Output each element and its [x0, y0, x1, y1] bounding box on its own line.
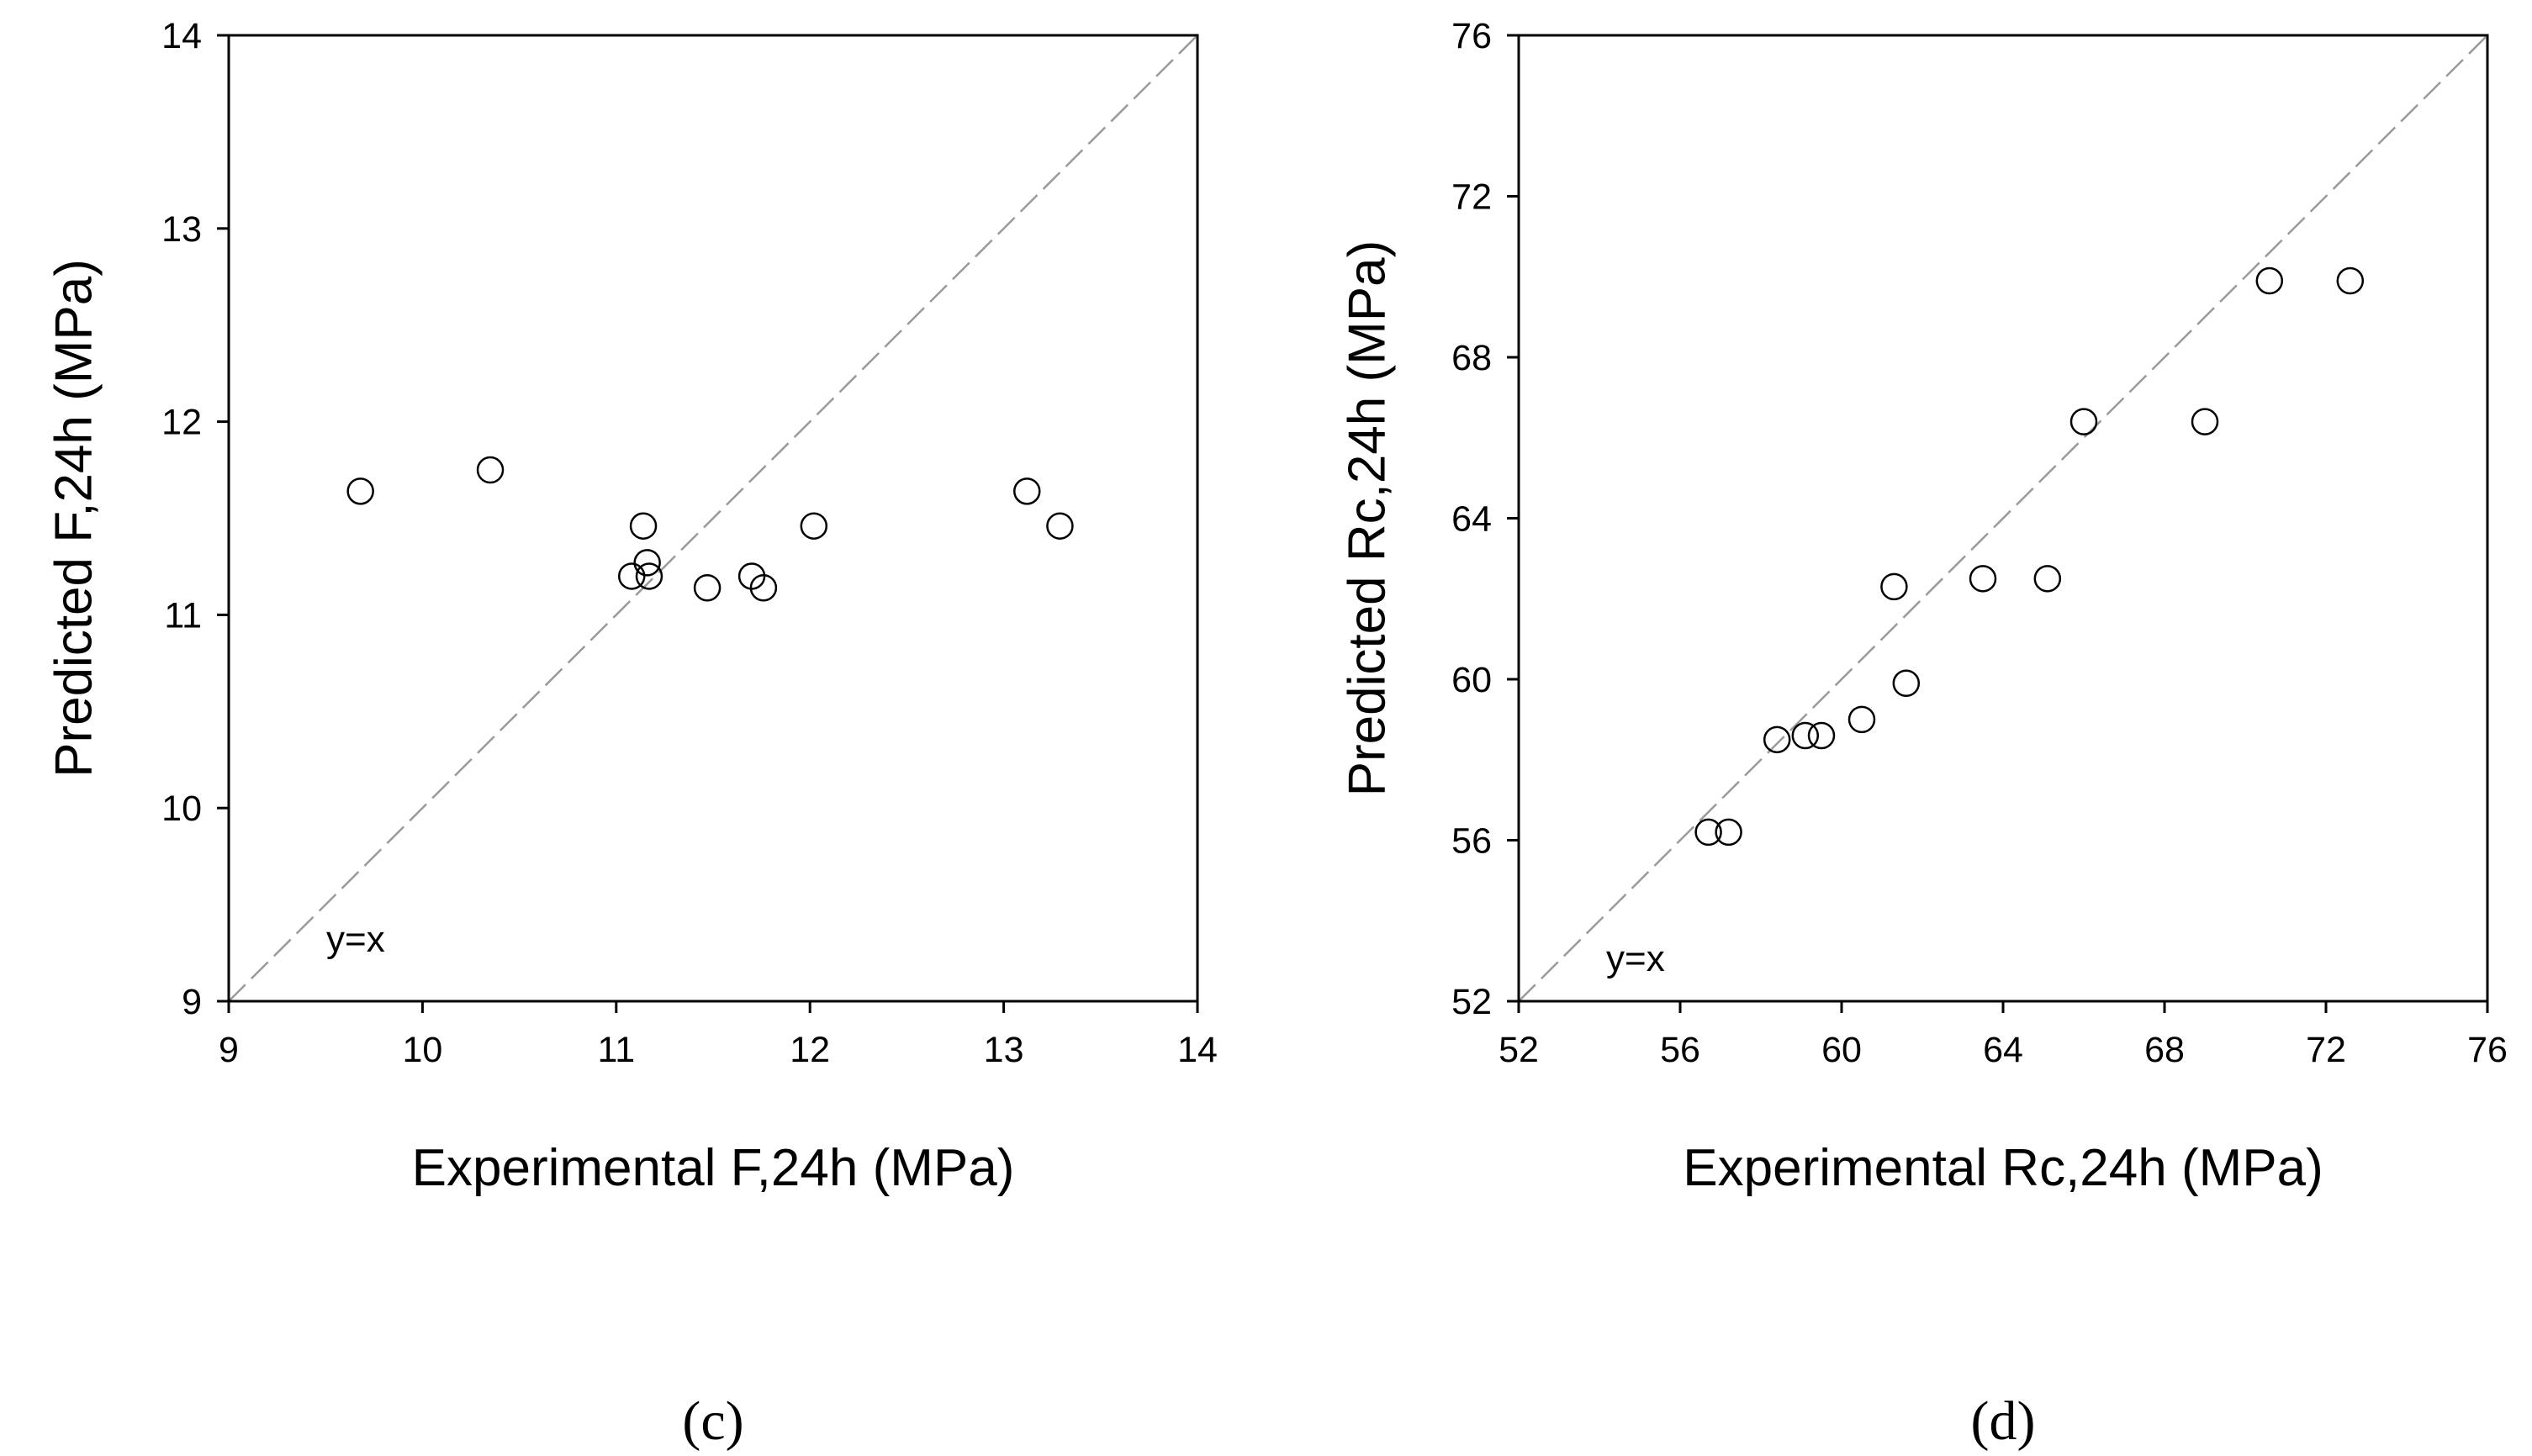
x-tick-label: 12 [790, 1030, 830, 1070]
data-point [1791, 721, 1820, 750]
data-point [1892, 669, 1921, 698]
data-point [749, 573, 778, 602]
y-tick-label: 12 [161, 403, 202, 443]
data-point [617, 562, 646, 590]
data-point [633, 549, 661, 577]
y-tick-label: 60 [1451, 660, 1492, 700]
reference-line-annotation: y=x [1606, 938, 1665, 979]
x-axis-label: Experimental F,24h (MPa) [412, 1139, 1015, 1197]
data-points [1694, 266, 2365, 847]
y-tick-label: 76 [1451, 16, 1492, 56]
x-tick-label: 9 [219, 1030, 239, 1070]
data-point [1694, 818, 1722, 847]
data-point [1880, 572, 1908, 601]
data-point [1012, 477, 1041, 505]
data-point [476, 456, 505, 484]
y-tick-label: 11 [164, 595, 202, 636]
chart-panel-c: 9 10 11 12 13 14 9 10 11 12 13 14 y=x Experimental… [45, 16, 1218, 1452]
y-axis-ticks: 52 56 60 64 68 72 76 [1451, 16, 1519, 1022]
x-tick-label: 76 [2467, 1030, 2508, 1070]
x-axis-ticks: 52 56 60 64 68 72 76 [1499, 1001, 2508, 1070]
reference-line-annotation: y=x [326, 919, 385, 960]
x-tick-label: 14 [1177, 1030, 1218, 1070]
x-tick-label: 10 [402, 1030, 442, 1070]
x-tick-label: 60 [1821, 1030, 1862, 1070]
y-tick-label: 68 [1451, 338, 1492, 378]
data-point [2336, 266, 2365, 295]
y-axis-label: Predicted F,24h (MPa) [45, 259, 103, 778]
x-tick-label: 72 [2306, 1030, 2346, 1070]
y-axis-ticks: 9 10 11 12 13 14 [161, 16, 229, 1022]
y-tick-label: 64 [1451, 499, 1492, 540]
data-point [635, 562, 663, 590]
y-tick-label: 56 [1451, 821, 1492, 862]
y-tick-label: 9 [182, 982, 202, 1022]
x-tick-label: 13 [984, 1030, 1024, 1070]
data-point [1969, 565, 1997, 593]
y-tick-label: 52 [1451, 982, 1492, 1022]
data-point [2069, 408, 2098, 435]
reference-line-y-equals-x [1518, 34, 2488, 1002]
data-point [1763, 725, 1791, 754]
data-point [1715, 818, 1742, 847]
data-points [346, 456, 1074, 602]
plot-frame [227, 34, 1199, 1003]
x-axis-ticks: 9 10 11 12 13 14 [219, 1001, 1218, 1070]
y-tick-label: 13 [161, 209, 202, 250]
chart-panel-d: 52 56 60 64 68 72 76 52 56 60 64 68 72 76 y=x Experi… [1339, 16, 2508, 1452]
y-axis-label: Predicted Rc,24h (MPa) [1339, 240, 1397, 797]
data-point [629, 512, 658, 540]
data-point [346, 477, 374, 505]
data-point [2033, 565, 2062, 593]
x-tick-label: 56 [1660, 1030, 1700, 1070]
y-tick-label: 14 [161, 16, 202, 56]
x-tick-label: 52 [1499, 1030, 1539, 1070]
y-tick-label: 72 [1451, 177, 1492, 218]
data-point [1807, 721, 1836, 750]
data-point [693, 573, 722, 602]
data-point [2255, 266, 2284, 295]
panel-label: (c) [682, 1390, 743, 1452]
data-point [2191, 408, 2219, 435]
data-point [800, 512, 828, 540]
y-tick-label: 10 [161, 789, 202, 829]
x-tick-label: 64 [1983, 1030, 2023, 1070]
x-tick-label: 11 [597, 1030, 635, 1070]
panel-label: (d) [1971, 1390, 2036, 1452]
data-point [1046, 512, 1074, 540]
reference-line-y-equals-x [228, 34, 1198, 1002]
data-point [1847, 705, 1876, 734]
x-axis-label: Experimental Rc,24h (MPa) [1683, 1139, 2323, 1197]
x-tick-label: 68 [2144, 1030, 2185, 1070]
